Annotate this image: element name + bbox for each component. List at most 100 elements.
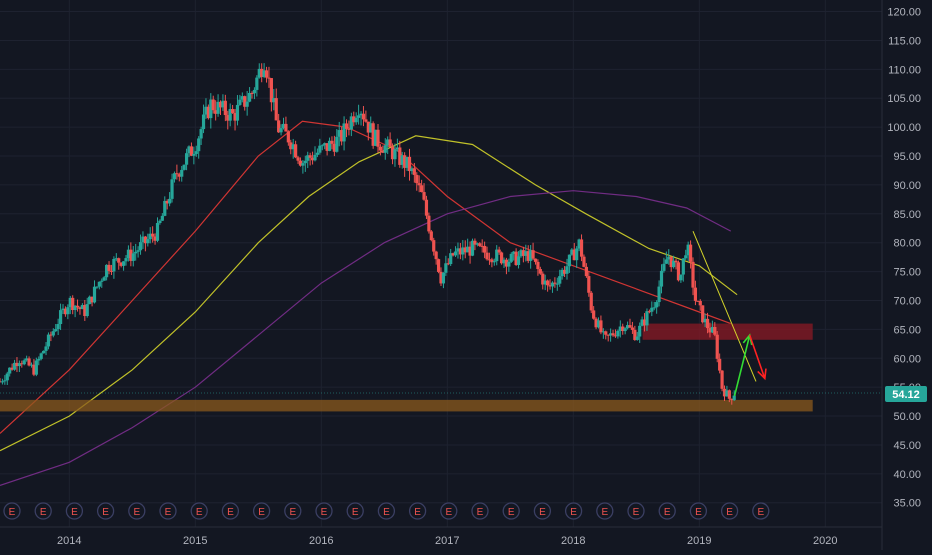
candle-up xyxy=(92,286,97,303)
candle-down xyxy=(458,248,462,255)
earnings-marker[interactable] xyxy=(596,502,614,520)
candle-down xyxy=(177,174,181,177)
candle-down xyxy=(434,251,438,260)
earnings-marker[interactable] xyxy=(252,502,271,520)
earnings-marker[interactable] xyxy=(159,502,177,520)
drawing-layer xyxy=(692,230,767,397)
candle-up xyxy=(359,113,363,116)
candle-up xyxy=(638,325,642,337)
y-tick-label: 35.00 xyxy=(893,498,921,510)
earnings-marker[interactable] xyxy=(65,502,84,520)
candle-up xyxy=(262,70,266,77)
earnings-marker[interactable] xyxy=(96,502,115,520)
candle-down xyxy=(206,106,210,119)
earnings-marker[interactable] xyxy=(34,502,52,520)
y-tick-label: 40.00 xyxy=(893,469,921,481)
trendline[interactable] xyxy=(692,230,757,382)
earnings-marker[interactable] xyxy=(284,502,302,520)
earnings-marker-label: E xyxy=(321,507,328,518)
candle-down xyxy=(277,120,281,133)
support-zone[interactable] xyxy=(0,399,813,412)
candle-down xyxy=(233,113,237,121)
earnings-marker[interactable] xyxy=(502,502,520,520)
candle-up xyxy=(209,99,213,119)
earnings-marker[interactable] xyxy=(408,502,427,520)
candle-down xyxy=(429,231,433,241)
candle-down xyxy=(487,259,492,261)
candle-up xyxy=(199,129,203,139)
earnings-marker[interactable] xyxy=(533,502,552,520)
earnings-marker[interactable] xyxy=(471,502,489,520)
earnings-marker-label: E xyxy=(570,507,577,518)
y-tick-label: 60.00 xyxy=(893,353,921,365)
candle-up xyxy=(182,164,186,170)
candle-up xyxy=(255,77,259,90)
candle-up xyxy=(17,363,21,367)
candle-up xyxy=(327,140,332,151)
candle-down xyxy=(403,155,407,168)
earnings-marker[interactable] xyxy=(658,502,676,520)
candle-up xyxy=(645,311,649,326)
candle-down xyxy=(514,251,518,265)
candle-down xyxy=(548,285,552,287)
candle-up xyxy=(502,259,506,264)
candle-up xyxy=(29,364,34,366)
candle-up xyxy=(80,305,84,310)
earnings-marker[interactable] xyxy=(720,502,739,520)
resistance-zone[interactable] xyxy=(642,323,813,340)
earnings-marker[interactable] xyxy=(440,502,458,520)
candle-down xyxy=(587,276,591,293)
earnings-marker-label: E xyxy=(664,507,671,518)
earnings-marker[interactable] xyxy=(221,502,240,520)
candle-up xyxy=(601,331,605,333)
candle-down xyxy=(490,259,494,263)
earnings-marker-label: E xyxy=(726,507,733,518)
candle-down xyxy=(526,251,530,261)
candle-up xyxy=(172,173,177,180)
candle-up xyxy=(393,149,397,160)
candle-down xyxy=(310,157,315,161)
candle-up xyxy=(570,249,574,255)
candle-down xyxy=(20,363,24,365)
earnings-marker[interactable] xyxy=(689,502,708,520)
candle-up xyxy=(114,258,118,260)
candle-up xyxy=(507,261,511,267)
candle-up xyxy=(449,253,453,265)
earnings-marker[interactable] xyxy=(128,502,146,520)
candle-down xyxy=(260,68,264,77)
bear-arrow[interactable] xyxy=(748,334,766,379)
candle-up xyxy=(550,282,555,287)
earnings-marker[interactable] xyxy=(627,502,645,520)
earnings-marker[interactable] xyxy=(190,502,208,520)
candle-up xyxy=(400,155,404,165)
earnings-marker-label: E xyxy=(633,507,640,518)
earnings-marker-label: E xyxy=(508,507,515,518)
candle-down xyxy=(613,335,618,337)
candle-down xyxy=(366,121,370,133)
earnings-marker[interactable] xyxy=(752,502,770,520)
candle-down xyxy=(497,249,501,253)
candle-down xyxy=(107,264,111,271)
candle-up xyxy=(194,151,198,154)
earnings-marker[interactable] xyxy=(564,502,583,520)
earnings-marker[interactable] xyxy=(346,502,364,520)
candle-down xyxy=(294,144,298,158)
grid-layer xyxy=(0,0,882,527)
candle-down xyxy=(269,78,273,103)
candle-down xyxy=(604,331,608,335)
candle-up xyxy=(281,123,286,129)
candle-down xyxy=(27,358,31,366)
earnings-marker[interactable] xyxy=(315,502,333,520)
y-tick-label: 115.00 xyxy=(888,35,921,47)
candle-up xyxy=(453,251,458,256)
time-axis[interactable]: 2014 2015 2016 2017 2018 2019 2020 xyxy=(57,535,837,547)
candle-down xyxy=(478,243,482,246)
earnings-marker[interactable] xyxy=(377,502,396,520)
earnings-marker[interactable] xyxy=(3,502,21,520)
bull-arrow[interactable] xyxy=(733,334,751,397)
candle-down xyxy=(284,123,288,132)
